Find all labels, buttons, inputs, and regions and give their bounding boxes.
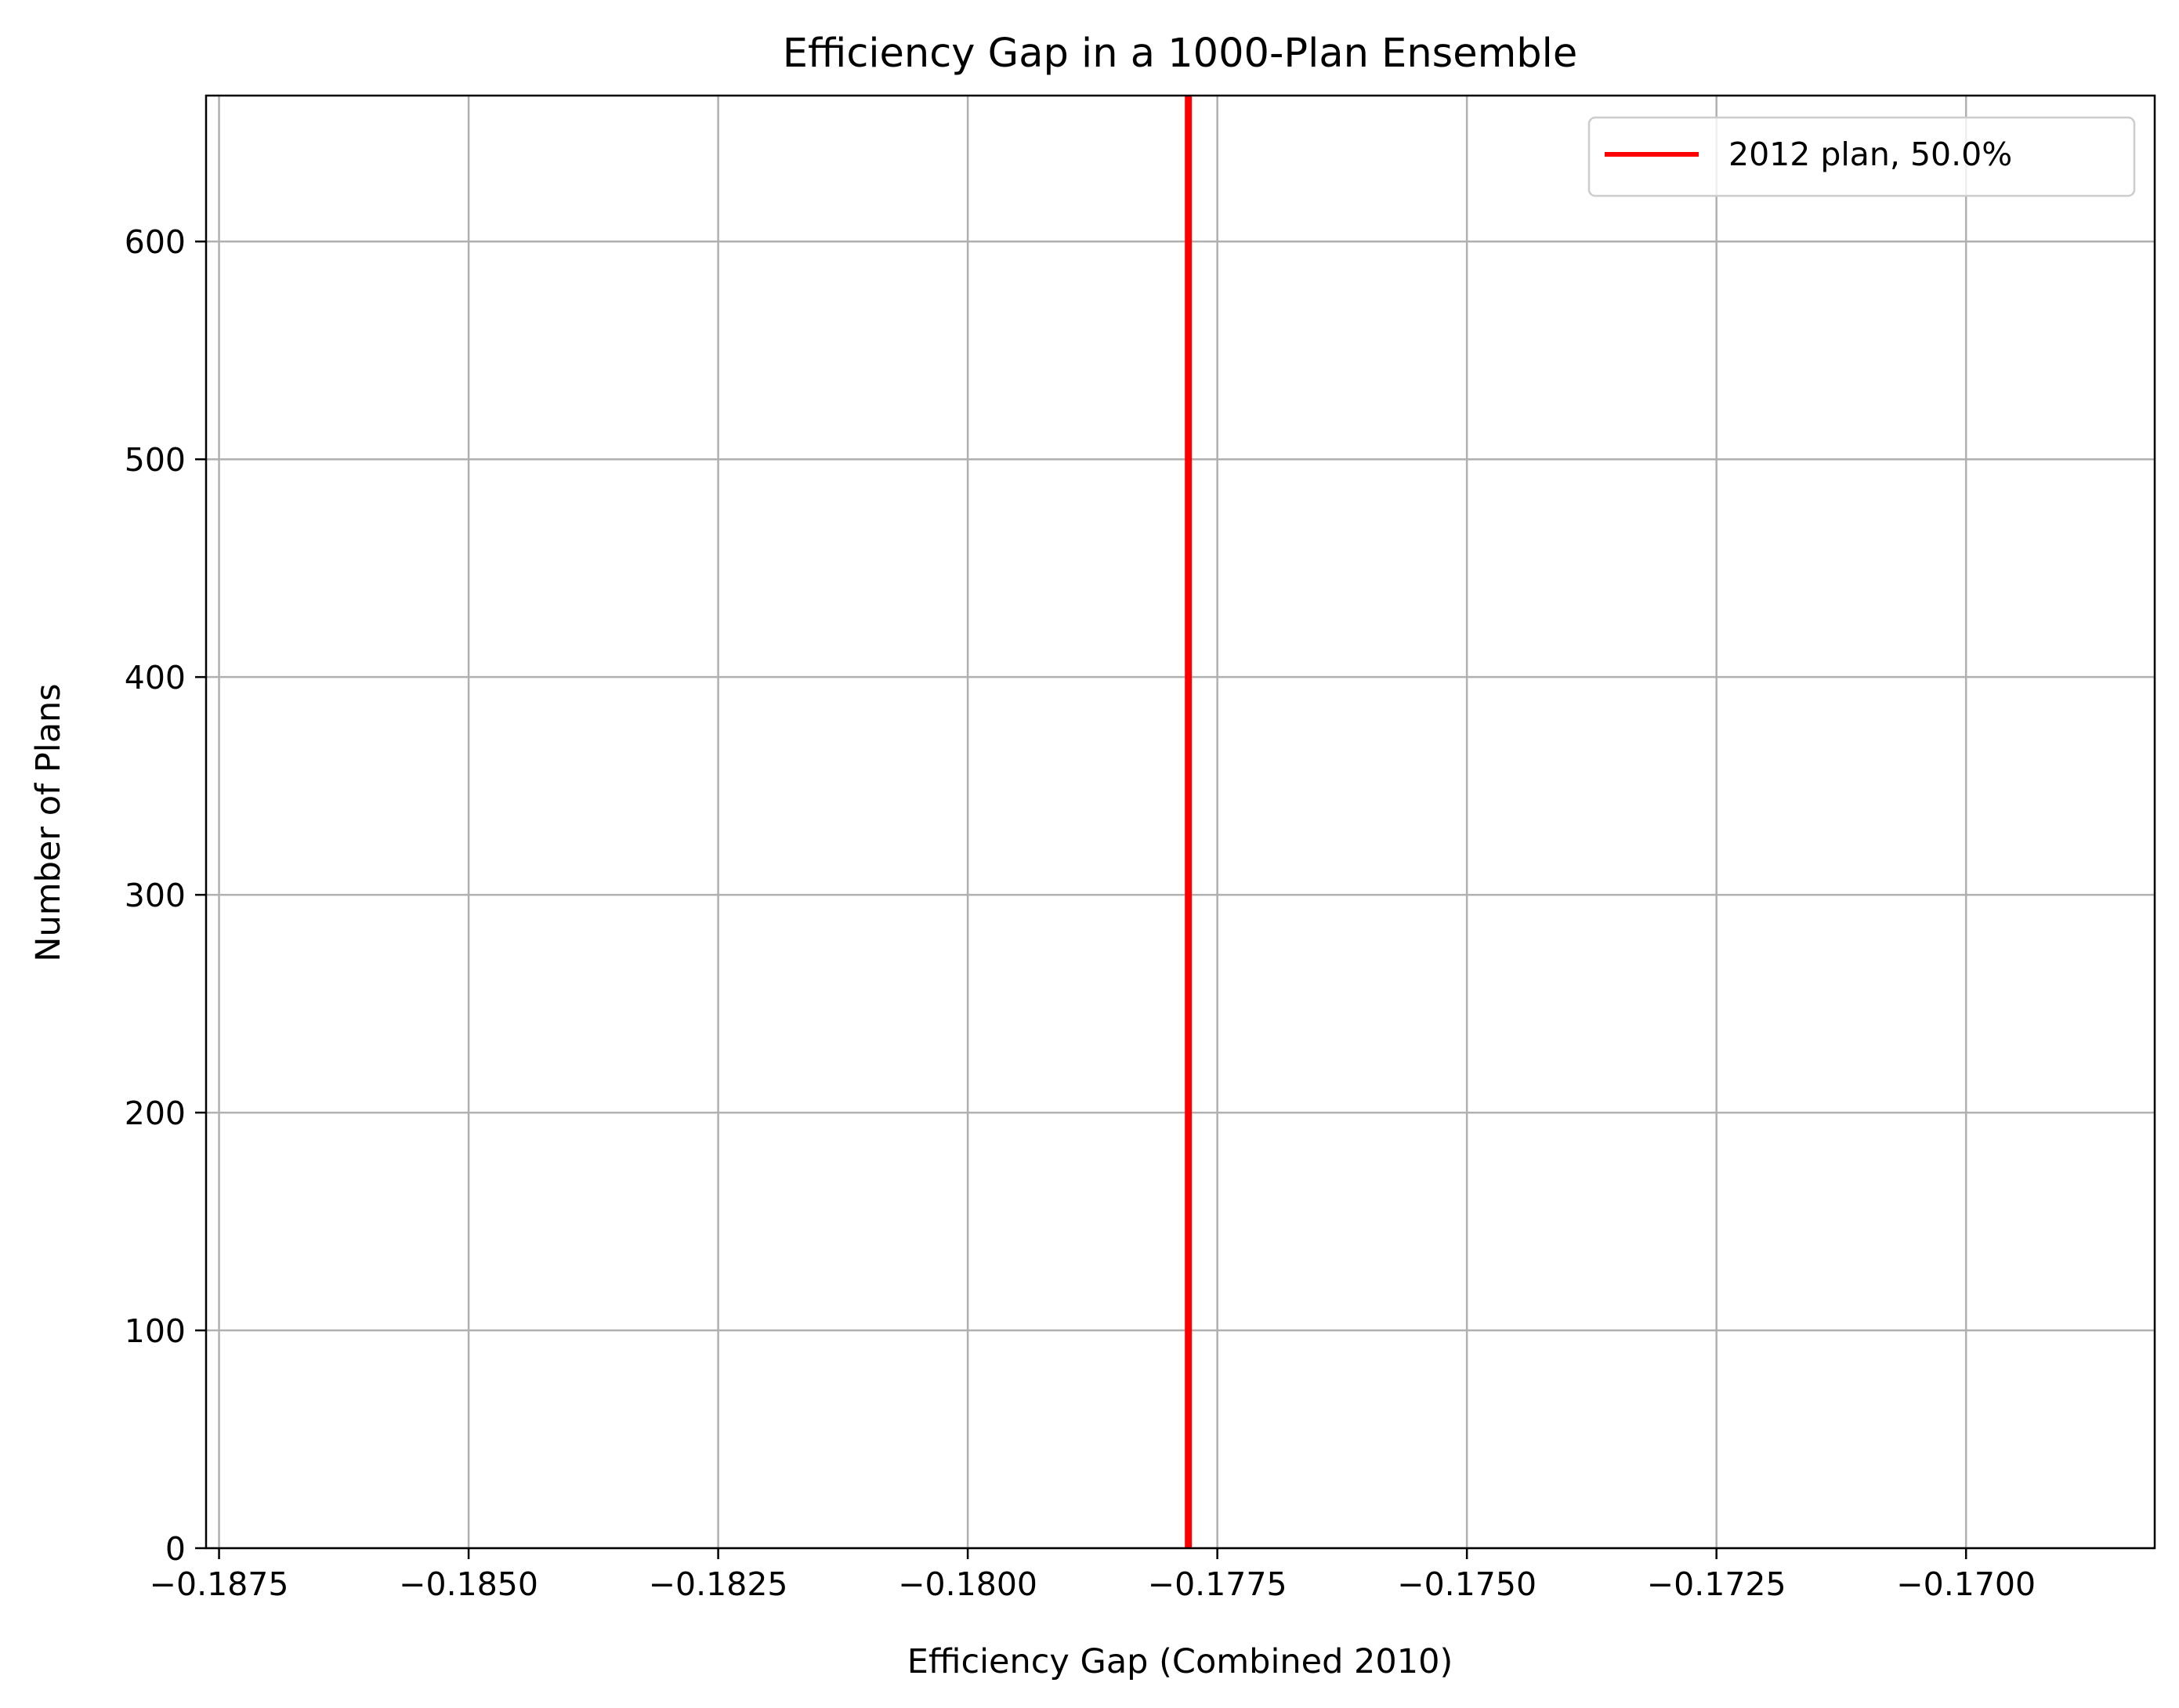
legend: 2012 plan, 50.0% — [1587, 116, 2136, 197]
y-tick-label: 0 — [165, 1530, 186, 1568]
x-tick-label: −0.1875 — [150, 1565, 289, 1603]
x-tick-label: −0.1825 — [649, 1565, 788, 1603]
x-tick-label: −0.1750 — [1397, 1565, 1537, 1603]
y-axis-label: Number of Plans — [29, 683, 68, 961]
chart-title: Efficiency Gap in a 1000-Plan Ensemble — [783, 31, 1577, 77]
y-tick-label: 500 — [125, 441, 186, 479]
grid — [206, 96, 2155, 1550]
y-tick-label: 100 — [125, 1312, 186, 1350]
x-tick-label: −0.1700 — [1896, 1565, 2036, 1603]
x-axis-label: Efficiency Gap (Combined 2010) — [907, 1642, 1453, 1681]
y-tick-label: 300 — [125, 877, 186, 914]
legend-box — [1587, 116, 2136, 197]
x-tick-label: −0.1725 — [1647, 1565, 1786, 1603]
y-axis-ticks: 0 100 200 300 400 500 600 — [125, 223, 206, 1568]
legend-label-2012-plan: 2012 plan, 50.0% — [1728, 136, 2012, 173]
y-tick-label: 400 — [125, 659, 186, 697]
x-tick-label: −0.1800 — [898, 1565, 1037, 1603]
y-tick-label: 200 — [125, 1095, 186, 1132]
x-axis-ticks: −0.1875 −0.1850 −0.1825 −0.1800 −0.1775 −0.17… — [150, 1548, 2036, 1603]
x-tick-label: −0.1850 — [399, 1565, 538, 1603]
x-tick-label: −0.1775 — [1148, 1565, 1287, 1603]
y-tick-label: 600 — [125, 223, 186, 261]
plot-area-frame — [205, 94, 2156, 1550]
